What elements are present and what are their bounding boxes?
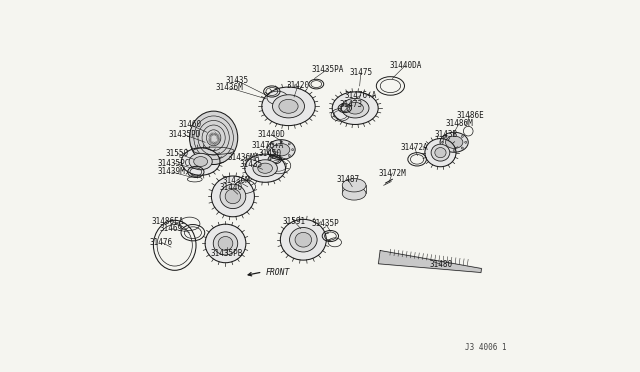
Text: 31550: 31550 <box>166 149 189 158</box>
Text: 31475: 31475 <box>349 68 372 77</box>
Text: 31435: 31435 <box>225 76 248 85</box>
Text: 31486E: 31486E <box>456 111 484 120</box>
Ellipse shape <box>440 132 468 152</box>
Circle shape <box>280 141 282 142</box>
Circle shape <box>269 149 271 151</box>
Ellipse shape <box>213 232 237 255</box>
Ellipse shape <box>342 187 366 200</box>
Ellipse shape <box>220 184 246 209</box>
Ellipse shape <box>347 102 364 114</box>
Text: 31440DA: 31440DA <box>389 61 421 70</box>
Ellipse shape <box>280 219 326 260</box>
Ellipse shape <box>262 87 315 126</box>
Ellipse shape <box>295 232 312 247</box>
Circle shape <box>445 147 447 149</box>
Text: 31420: 31420 <box>286 81 309 90</box>
Text: 31440: 31440 <box>220 183 243 192</box>
Ellipse shape <box>194 157 207 167</box>
Ellipse shape <box>225 189 241 204</box>
Text: 31435PC: 31435PC <box>157 158 190 167</box>
Ellipse shape <box>273 144 290 156</box>
Ellipse shape <box>218 237 233 250</box>
Ellipse shape <box>332 92 378 125</box>
Circle shape <box>288 143 291 145</box>
Circle shape <box>461 135 463 138</box>
Text: 31440D: 31440D <box>258 130 285 140</box>
Ellipse shape <box>435 148 446 158</box>
Text: 31476+A: 31476+A <box>252 141 284 151</box>
Text: 31436M: 31436M <box>223 176 250 185</box>
Text: 31450: 31450 <box>259 149 282 158</box>
Circle shape <box>280 157 282 159</box>
Text: 31436M: 31436M <box>215 83 243 92</box>
Circle shape <box>461 147 463 149</box>
Ellipse shape <box>189 111 237 164</box>
Circle shape <box>453 133 455 135</box>
Text: 31435PD: 31435PD <box>168 130 201 140</box>
Circle shape <box>272 143 274 145</box>
Text: J3 4006 1: J3 4006 1 <box>465 343 507 352</box>
Circle shape <box>453 150 455 151</box>
Text: 31472M: 31472M <box>378 169 406 177</box>
Ellipse shape <box>189 153 212 170</box>
Ellipse shape <box>445 136 463 148</box>
Ellipse shape <box>289 228 317 252</box>
Text: 31486M: 31486M <box>445 119 473 128</box>
Ellipse shape <box>258 163 273 173</box>
Text: 31435: 31435 <box>240 160 263 169</box>
Text: 31480: 31480 <box>430 260 453 269</box>
Ellipse shape <box>341 98 369 118</box>
Circle shape <box>445 135 447 138</box>
Ellipse shape <box>431 144 450 161</box>
Ellipse shape <box>253 160 277 177</box>
Text: 31591: 31591 <box>282 217 306 226</box>
Text: 31486EA: 31486EA <box>152 217 184 226</box>
Text: 31439M: 31439M <box>158 167 186 176</box>
Text: 31473: 31473 <box>340 100 363 109</box>
Ellipse shape <box>279 99 298 113</box>
Circle shape <box>288 154 291 157</box>
Ellipse shape <box>267 140 295 160</box>
Ellipse shape <box>244 154 285 182</box>
Text: 31476+A: 31476+A <box>344 91 377 100</box>
Ellipse shape <box>342 179 366 192</box>
Text: 31487: 31487 <box>336 175 359 184</box>
Text: 31435PB: 31435PB <box>211 249 243 258</box>
Text: FRONT: FRONT <box>265 268 289 277</box>
Text: 31460: 31460 <box>179 121 202 129</box>
Ellipse shape <box>211 176 255 217</box>
Ellipse shape <box>273 95 305 118</box>
Ellipse shape <box>181 148 220 175</box>
Text: 31469: 31469 <box>159 224 182 233</box>
Ellipse shape <box>425 138 456 167</box>
Circle shape <box>442 141 444 143</box>
Circle shape <box>272 154 274 157</box>
Text: 31435PA: 31435PA <box>311 65 344 74</box>
Text: 31476: 31476 <box>150 238 173 247</box>
Text: 3143B: 3143B <box>435 130 458 140</box>
Circle shape <box>292 149 294 151</box>
Circle shape <box>465 141 467 143</box>
Ellipse shape <box>205 224 246 263</box>
Polygon shape <box>378 251 481 272</box>
Text: 31435P: 31435P <box>312 219 339 228</box>
Text: 31436MA: 31436MA <box>228 153 260 161</box>
Text: 31472A: 31472A <box>401 142 428 151</box>
